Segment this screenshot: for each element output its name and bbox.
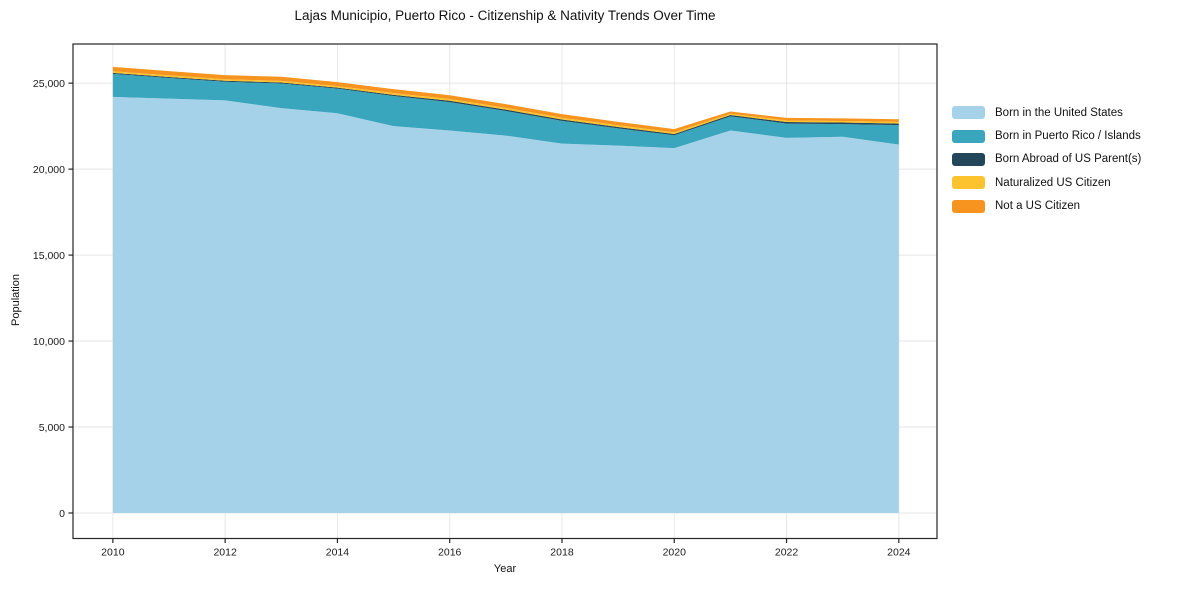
y-tick-label: 10,000	[33, 336, 65, 348]
x-tick-label: 2016	[438, 547, 462, 559]
legend-label: Naturalized US Citizen	[995, 176, 1111, 189]
area-naturalized-us-citizen	[112, 71, 899, 135]
legend-item-born-in-the-united-states: Born in the United States	[952, 101, 1141, 124]
x-tick-label: 2020	[663, 547, 687, 559]
y-tick-label: 20,000	[33, 164, 65, 176]
plot-border	[72, 43, 938, 540]
y-tick-label: 5,000	[39, 422, 65, 434]
legend-swatch-icon	[952, 106, 985, 120]
x-tick-label: 2012	[213, 547, 237, 559]
area-born-in-puerto-rico-islands	[112, 73, 899, 149]
y-tick-label: 25,000	[33, 78, 65, 90]
legend-swatch-icon	[952, 152, 985, 166]
legend-item-born-in-puerto-rico-islands: Born in Puerto Rico / Islands	[952, 124, 1141, 147]
x-tick-label: 2022	[775, 547, 799, 559]
legend-swatch-icon	[952, 199, 985, 213]
y-axis-label: Population	[10, 274, 22, 326]
legend: Born in the United States Born in Puerto …	[952, 101, 1141, 218]
area-born-abroad-of-us-parent-s	[112, 72, 899, 136]
legend-item-born-abroad-of-us-parent-s: Born Abroad of US Parent(s)	[952, 148, 1141, 171]
x-tick-label: 2014	[326, 547, 350, 559]
x-tick-label: 2018	[550, 547, 574, 559]
legend-item-naturalized-us-citizen: Naturalized US Citizen	[952, 171, 1141, 194]
area-born-in-the-united-states	[112, 96, 899, 513]
area-not-a-us-citizen	[112, 66, 899, 133]
x-axis-label: Year	[493, 563, 517, 575]
legend-swatch-icon	[952, 129, 985, 143]
y-tick-label: 0	[59, 508, 65, 520]
chart-title: Lajas Municipio, Puerto Rico - Citizensh…	[294, 8, 716, 23]
legend-item-not-a-us-citizen: Not a US Citizen	[952, 195, 1141, 218]
legend-label: Born in Puerto Rico / Islands	[995, 130, 1141, 143]
legend-swatch-icon	[952, 176, 985, 190]
legend-label: Born Abroad of US Parent(s)	[995, 153, 1142, 166]
x-tick-label: 2024	[887, 547, 911, 559]
x-tick-label: 2010	[101, 547, 125, 559]
y-tick-label: 15,000	[33, 250, 65, 262]
legend-label: Born in the United States	[995, 106, 1123, 119]
legend-label: Not a US Citizen	[995, 200, 1081, 213]
